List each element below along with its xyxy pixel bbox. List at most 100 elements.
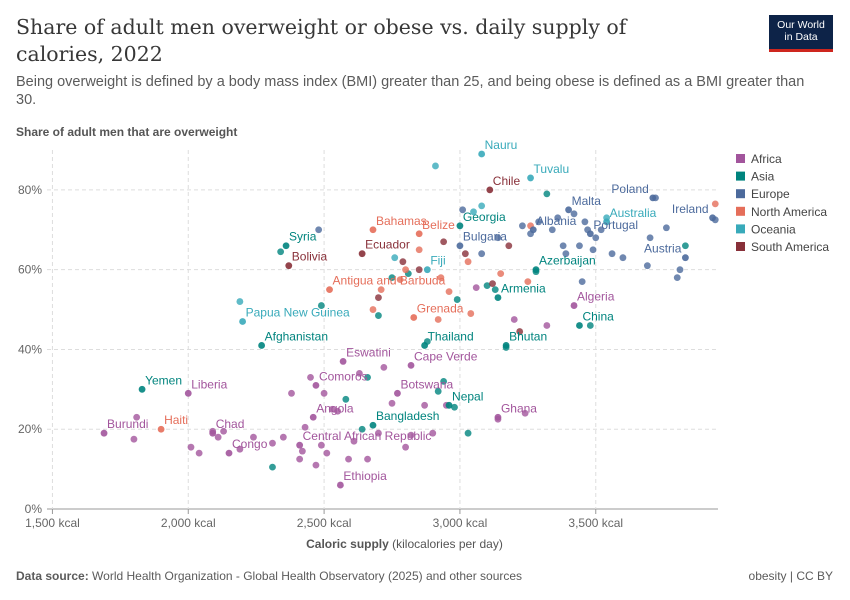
- data-point[interactable]: [320, 389, 328, 397]
- data-point[interactable]: [646, 234, 654, 242]
- data-point[interactable]: [494, 234, 502, 242]
- data-point[interactable]: [440, 238, 448, 246]
- data-point-albania[interactable]: [529, 226, 537, 234]
- data-point-afghanistan[interactable]: [258, 342, 266, 349]
- data-point[interactable]: [464, 429, 472, 437]
- data-point[interactable]: [350, 437, 358, 445]
- data-point[interactable]: [521, 409, 529, 417]
- data-point-ghana[interactable]: [494, 413, 502, 421]
- data-point-china[interactable]: [576, 322, 583, 329]
- data-point[interactable]: [434, 387, 442, 395]
- data-point[interactable]: [358, 425, 366, 433]
- data-point[interactable]: [586, 322, 594, 329]
- data-point[interactable]: [396, 276, 404, 284]
- data-point[interactable]: [236, 445, 244, 453]
- data-point[interactable]: [301, 423, 309, 431]
- data-point[interactable]: [445, 288, 453, 296]
- data-point-botswana[interactable]: [394, 389, 401, 397]
- data-point[interactable]: [377, 286, 385, 294]
- data-point[interactable]: [195, 449, 203, 457]
- data-point-portugal[interactable]: [586, 230, 594, 238]
- legend-label[interactable]: South America: [751, 240, 829, 254]
- data-point[interactable]: [619, 254, 627, 262]
- data-point[interactable]: [356, 369, 363, 377]
- data-point[interactable]: [461, 250, 469, 258]
- data-point[interactable]: [543, 322, 551, 329]
- data-point-congo[interactable]: [225, 449, 233, 457]
- data-point[interactable]: [277, 248, 285, 256]
- data-point-armenia[interactable]: [494, 294, 502, 301]
- data-point[interactable]: [364, 455, 371, 463]
- data-point[interactable]: [187, 443, 195, 451]
- data-point-bangladesh[interactable]: [369, 421, 377, 429]
- data-point[interactable]: [133, 413, 141, 421]
- data-point-azerbaijan[interactable]: [532, 266, 540, 274]
- data-point[interactable]: [130, 435, 138, 443]
- data-point[interactable]: [421, 401, 429, 409]
- data-point[interactable]: [489, 280, 496, 288]
- data-point[interactable]: [470, 208, 477, 216]
- data-point[interactable]: [328, 405, 336, 413]
- data-point-antigua-and-barbuda[interactable]: [326, 286, 333, 294]
- data-point[interactable]: [559, 242, 567, 250]
- data-point-bulgaria[interactable]: [456, 242, 464, 250]
- data-point[interactable]: [317, 441, 325, 449]
- data-point[interactable]: [570, 210, 578, 218]
- data-point[interactable]: [402, 266, 409, 274]
- data-point[interactable]: [581, 218, 589, 226]
- data-point[interactable]: [307, 373, 314, 381]
- data-point-central-african-republic[interactable]: [296, 441, 304, 449]
- legend-label[interactable]: Asia: [751, 170, 775, 184]
- data-point-nepal[interactable]: [445, 401, 453, 409]
- data-point[interactable]: [317, 302, 325, 309]
- data-point[interactable]: [375, 429, 382, 437]
- data-point[interactable]: [432, 162, 439, 170]
- data-point-fiji[interactable]: [423, 266, 431, 274]
- data-point[interactable]: [388, 274, 396, 282]
- data-point[interactable]: [440, 377, 448, 385]
- legend-label[interactable]: North America: [751, 205, 827, 219]
- data-point-poland[interactable]: [649, 194, 657, 202]
- data-point-angola[interactable]: [309, 413, 317, 421]
- data-point[interactable]: [519, 222, 526, 230]
- data-point-australia[interactable]: [603, 218, 611, 226]
- data-point-papua-new-guinea[interactable]: [239, 318, 246, 325]
- data-point[interactable]: [548, 226, 556, 234]
- data-point[interactable]: [491, 286, 499, 294]
- data-point[interactable]: [269, 463, 276, 471]
- footer-license[interactable]: obesity | CC BY: [748, 569, 833, 583]
- data-point[interactable]: [459, 206, 467, 214]
- data-point[interactable]: [236, 298, 244, 305]
- data-point[interactable]: [464, 258, 472, 266]
- data-point[interactable]: [589, 246, 597, 254]
- data-point[interactable]: [415, 266, 423, 274]
- data-point-chile[interactable]: [486, 186, 494, 194]
- data-point-thailand[interactable]: [421, 342, 429, 349]
- data-point-grenada[interactable]: [410, 314, 418, 321]
- data-point-belize[interactable]: [415, 230, 423, 238]
- data-point[interactable]: [592, 234, 600, 242]
- data-point-yemen[interactable]: [138, 385, 146, 393]
- data-point-cape-verde[interactable]: [407, 362, 415, 369]
- data-point-ethiopia[interactable]: [336, 481, 344, 489]
- data-point[interactable]: [451, 403, 458, 411]
- data-point-algeria[interactable]: [570, 302, 578, 309]
- data-point[interactable]: [643, 262, 651, 270]
- data-point-haiti[interactable]: [157, 425, 165, 433]
- data-point-comoros[interactable]: [312, 381, 320, 389]
- data-point[interactable]: [711, 200, 719, 208]
- data-point[interactable]: [516, 328, 524, 335]
- data-point[interactable]: [415, 246, 423, 254]
- data-point-bhutan[interactable]: [502, 342, 510, 349]
- data-point-burundi[interactable]: [100, 429, 108, 437]
- legend-label[interactable]: Oceania: [751, 222, 796, 236]
- owid-logo[interactable]: Our World in Data: [769, 15, 833, 52]
- data-point-tuvalu[interactable]: [527, 174, 534, 182]
- data-point[interactable]: [342, 395, 350, 403]
- data-point[interactable]: [467, 310, 475, 317]
- data-point[interactable]: [388, 399, 396, 407]
- data-point-austria[interactable]: [682, 254, 689, 262]
- data-point[interactable]: [608, 250, 616, 258]
- data-point[interactable]: [298, 447, 306, 455]
- data-point[interactable]: [562, 250, 570, 258]
